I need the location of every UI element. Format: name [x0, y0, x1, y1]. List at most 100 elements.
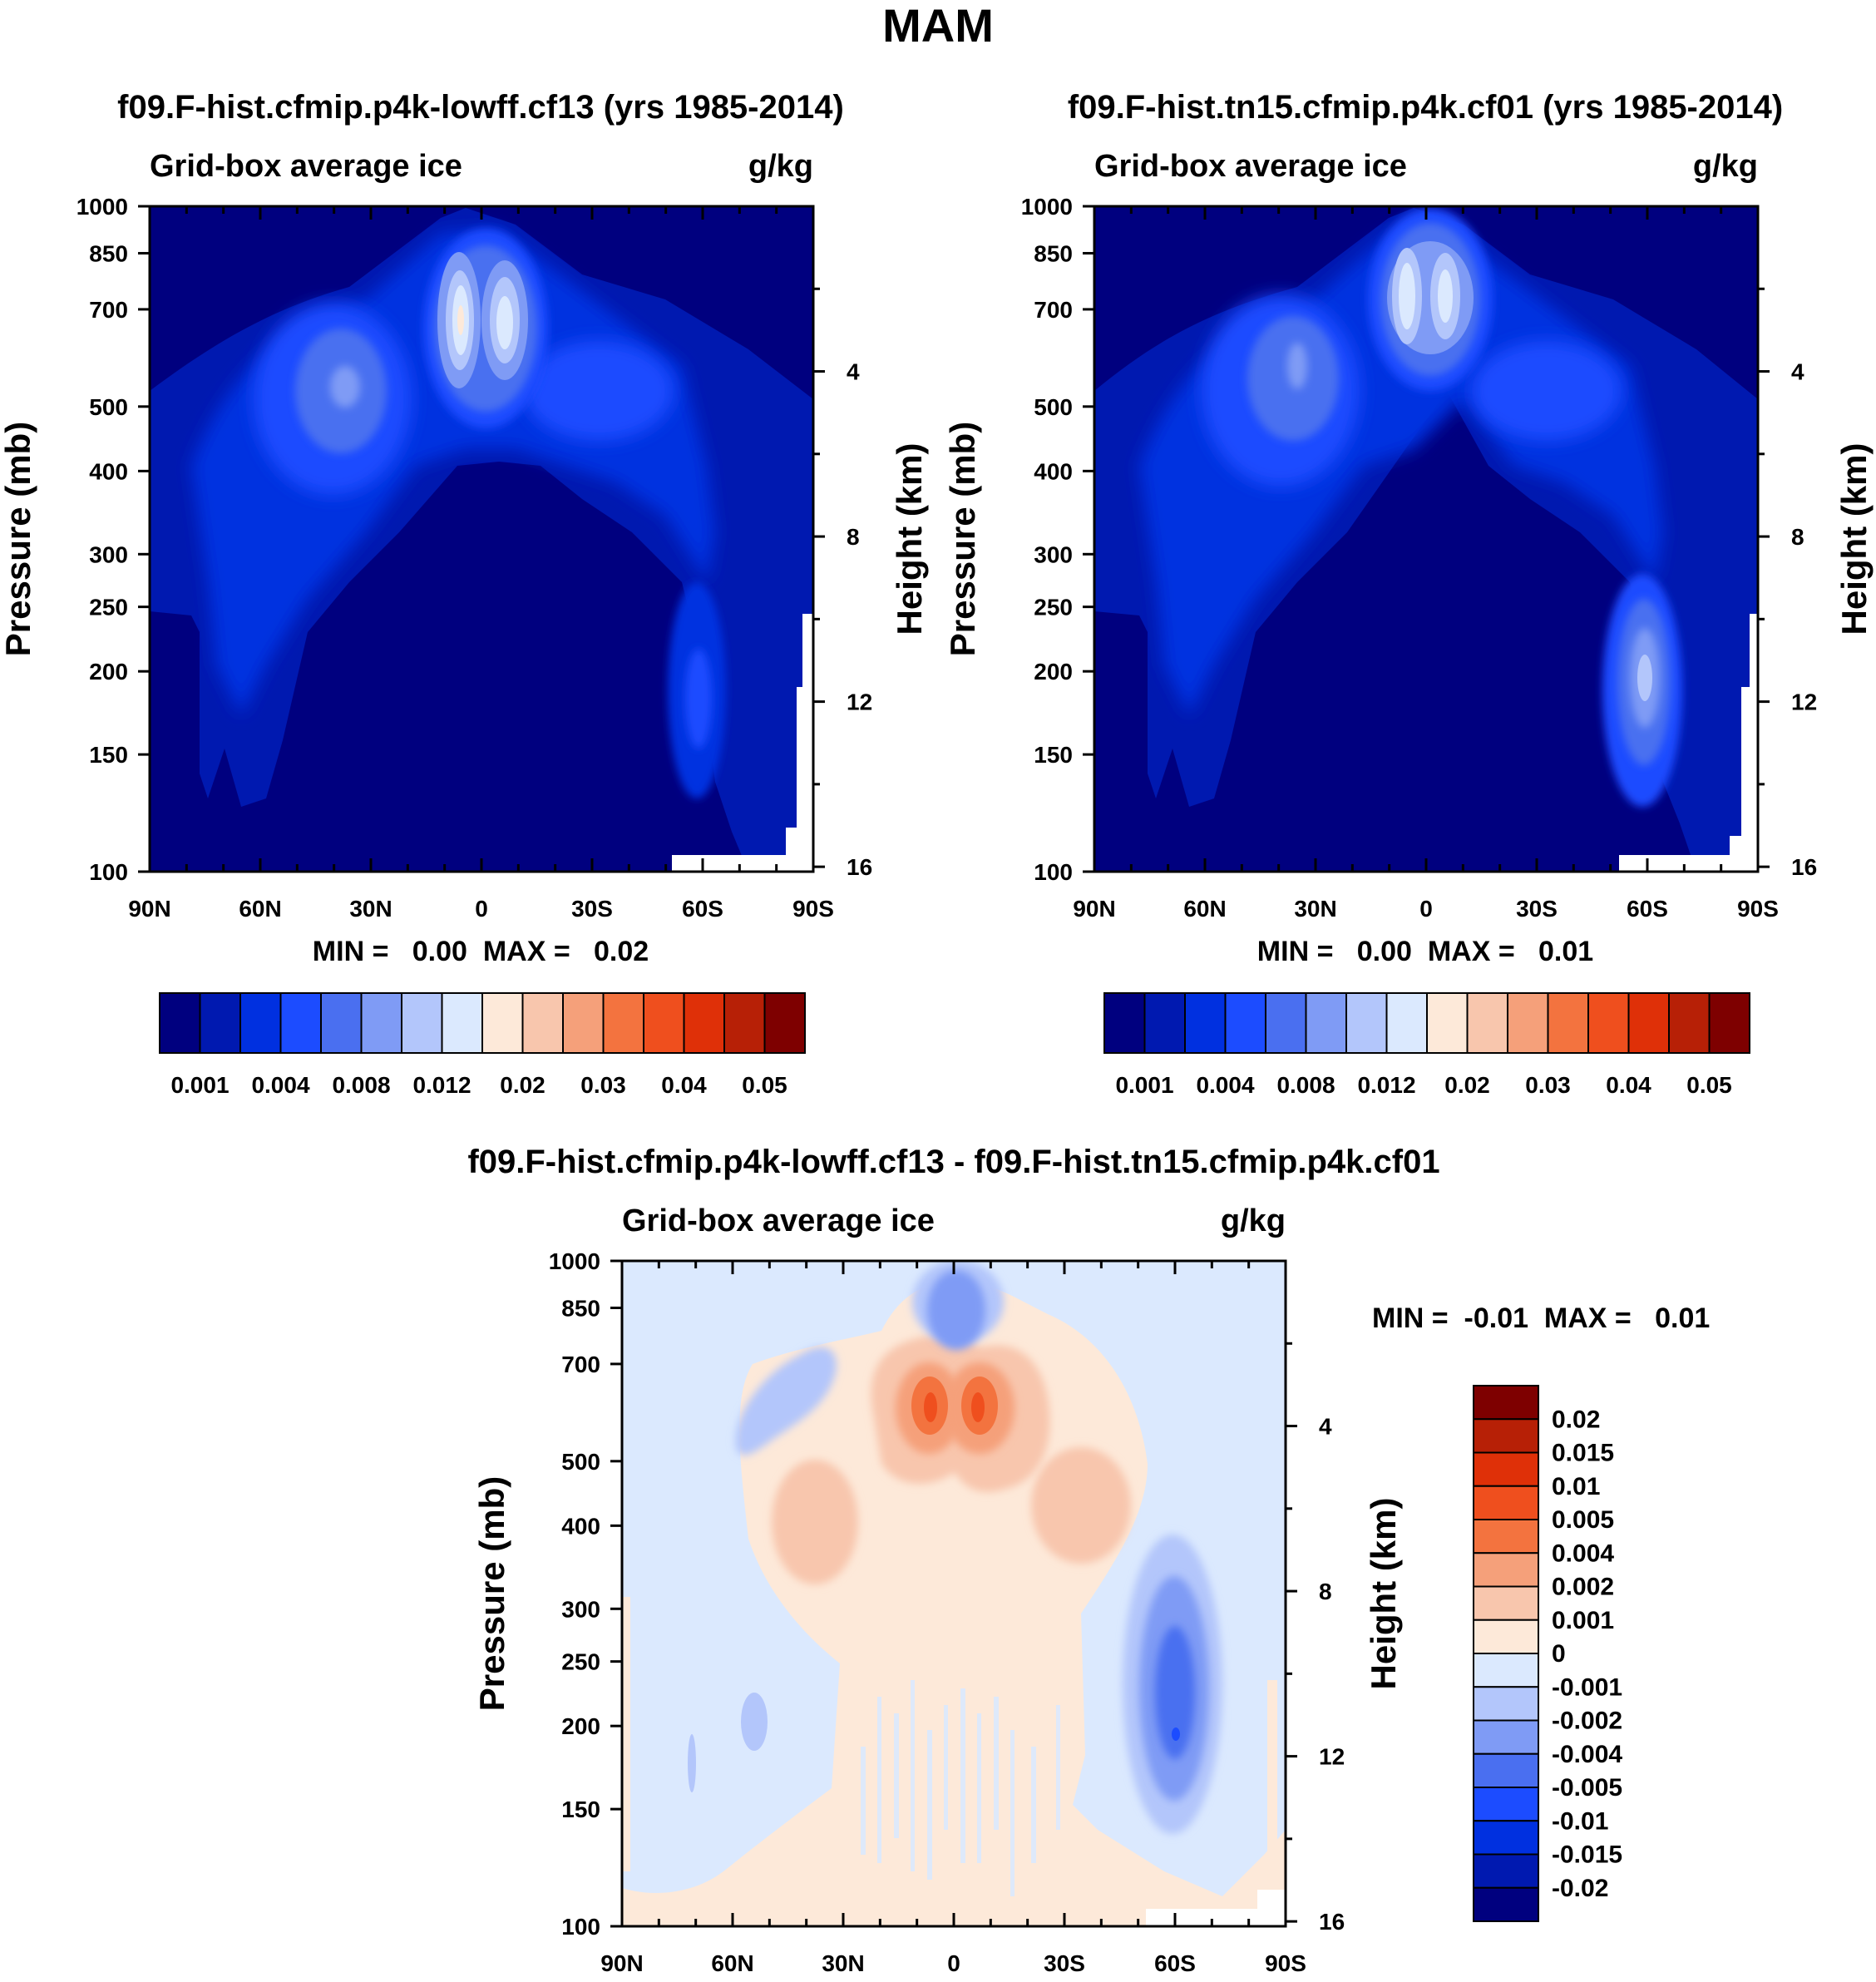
panel-a-colorbar-swatch	[683, 992, 725, 1054]
panel-c-colorbar-swatch	[1473, 1485, 1539, 1520]
panel-c-ytick-label: 100	[561, 1914, 600, 1940]
panel-c-colorbar-label: -0.01	[1552, 1807, 1608, 1835]
panel-c-ylabel: Pressure (mb)	[472, 1476, 511, 1711]
panel-a-sh-blob-2	[685, 649, 712, 749]
panel-b-ytick-label: 1000	[1021, 194, 1073, 220]
panel-c-colorbar-label: 0.002	[1552, 1574, 1614, 1601]
panel-c-minmax: MIN = -0.01 MAX = 0.01	[1372, 1302, 1710, 1334]
panel-c-colorbar-swatch	[1473, 1719, 1539, 1755]
panel-b-colorbar-swatch	[1184, 992, 1227, 1054]
panel-c-left-edge-strip	[622, 1597, 630, 1871]
panel-c-axes: 90N 60N 30N 0 30S 60S 90S 100 150 200 250 300 400 500…	[549, 1248, 1345, 1976]
panel-c-y2tick-label: 8	[1319, 1579, 1332, 1604]
panel-b-trop-right-5	[1438, 269, 1453, 323]
panel-c-plot	[622, 1261, 1286, 1926]
panel-a-ytick-label: 400	[89, 458, 128, 484]
panel-b-ytick-label: 700	[1034, 297, 1073, 323]
panel-c-colorbar-label: 0.015	[1552, 1440, 1614, 1467]
panel-c-subtitle-left: Grid-box average ice	[622, 1204, 935, 1238]
panel-b-trop-left-5	[1399, 263, 1415, 329]
panel-c-missing-region	[1146, 1890, 1286, 1926]
panel-a-colorbar-label: 0.012	[412, 1072, 471, 1098]
panel-b-colorbar-label: 0.03	[1525, 1072, 1571, 1098]
panel-c-ytick-label: 150	[561, 1797, 600, 1822]
panel-c-trop-pos-4-left	[924, 1392, 937, 1422]
panel-a-y2tick-label: 8	[847, 524, 860, 550]
panel-a-colorbar-swatch	[239, 992, 282, 1054]
panel-a-y2label: Height (km)	[890, 443, 929, 635]
panel-b-colorbar-label: 0.04	[1606, 1072, 1651, 1098]
panel-b-colorbar-label: 0.001	[1115, 1072, 1173, 1098]
panel-b-colorbar-swatch	[1305, 992, 1347, 1054]
panel-c-colorbar-swatch	[1473, 1653, 1539, 1688]
panel-b-colorbar-swatch	[1668, 992, 1711, 1054]
panel-b-xtick-label: 60S	[1627, 896, 1668, 922]
page-title: MAM	[882, 0, 994, 52]
panel-b-colorbar-swatch	[1224, 992, 1266, 1054]
panel-b-minmax: MIN = 0.00 MAX = 0.01	[1257, 936, 1593, 967]
panel-c-colorbar-label: 0.005	[1552, 1506, 1614, 1534]
panel-c-colorbar-swatch	[1473, 1853, 1539, 1889]
panel-a-xtick-label: 90N	[128, 896, 170, 922]
panel-c-colorbar-swatch	[1473, 1418, 1539, 1454]
panel-a-ytick-label: 200	[89, 659, 128, 685]
panel-b-ytick-label: 150	[1034, 742, 1073, 768]
panel-a-colorbar-swatch	[723, 992, 766, 1054]
panel-c-xtick-label: 30S	[1044, 1950, 1085, 1976]
panel-a-colorbar-label: 0.03	[580, 1072, 626, 1098]
panel-a-colorbar-swatch	[401, 992, 443, 1054]
panel-b-xtick-label: 30N	[1294, 896, 1336, 922]
panel-a-xtick-label: 60N	[239, 896, 281, 922]
panel-a-colorbar-label: 0.008	[332, 1072, 390, 1098]
panel-a-nh-blob-3	[330, 366, 360, 408]
panel-a-ytick-label: 250	[89, 595, 128, 620]
panel-a-plot	[150, 206, 813, 872]
panel-a-ytick-label: 100	[89, 859, 128, 885]
panel-b-y2tick-label: 16	[1791, 854, 1817, 880]
panel-a-ytick-label: 150	[89, 742, 128, 768]
panel-c-colorbar-label: -0.002	[1552, 1708, 1622, 1735]
panel-c-surface-streaks	[861, 1680, 1060, 1896]
panel-c-ytick-label: 200	[561, 1713, 600, 1739]
panel-c-xtick-label: 60N	[711, 1950, 753, 1976]
panel-a-colorbar-label: 0.04	[661, 1072, 707, 1098]
panel-c-nh-neg-band	[735, 1347, 837, 1456]
panel-b-missing-region	[1619, 614, 1758, 872]
panel-a-minmax: MIN = 0.00 MAX = 0.02	[313, 936, 649, 967]
panel-b-colorbar-label: 0.05	[1686, 1072, 1732, 1098]
panel-a-colorbar-swatch	[763, 992, 806, 1054]
panel-c-colorbar-swatch	[1473, 1619, 1539, 1654]
panel-a-colorbar-swatch	[521, 992, 564, 1054]
panel-b-colorbar-swatch	[1143, 992, 1186, 1054]
panel-c-colorbar-label: -0.004	[1552, 1741, 1622, 1768]
panel-b-subtitle-right: g/kg	[1693, 149, 1758, 184]
panel-c-ytick-label: 1000	[549, 1248, 600, 1274]
panel-b-ytick-label: 200	[1034, 659, 1073, 685]
panel-b-y2label: Height (km)	[1834, 443, 1874, 635]
panel-b-y2tick-label: 12	[1791, 689, 1817, 715]
panel-a-colorbar: 0.001 0.004 0.008 0.012 0.02 0.03 0.04 0.05	[159, 992, 806, 1098]
panel-c-y2tick-label: 12	[1319, 1744, 1345, 1770]
panel-c-sh-pos-1	[1031, 1447, 1131, 1564]
panel-b-ytick-label: 400	[1034, 458, 1073, 484]
panel-c-positive-envelope	[622, 1281, 1286, 1926]
panel-b-colorbar-label: 0.008	[1276, 1072, 1335, 1098]
panel-a-y2tick-label: 12	[847, 689, 872, 715]
panel-b-xtick-label: 60N	[1183, 896, 1226, 922]
panel-b-colorbar-label: 0.012	[1357, 1072, 1415, 1098]
panel-a-subtitle-left: Grid-box average ice	[150, 149, 462, 184]
panel-c-subtitle-right: g/kg	[1221, 1204, 1286, 1238]
panel-a-xtick-label: 0	[475, 896, 488, 922]
panel-c-xtick-label: 60S	[1154, 1950, 1196, 1976]
panel-c-ytick-label: 850	[561, 1295, 600, 1321]
panel-b-colorbar-swatch	[1466, 992, 1508, 1054]
panel-c-colorbar-swatch	[1473, 1552, 1539, 1588]
panel-c-colorbar-label: 0	[1552, 1640, 1566, 1668]
panel-c-colorbar-label: -0.005	[1552, 1774, 1622, 1802]
panel-a-colorbar-label: 0.001	[170, 1072, 229, 1098]
panel-c-ytick-label: 300	[561, 1596, 600, 1622]
panel-b-colorbar-swatch	[1627, 992, 1670, 1054]
panel-c-nh-neg-low-2	[688, 1734, 696, 1792]
panel-b-ylabel: Pressure (mb)	[943, 422, 982, 656]
